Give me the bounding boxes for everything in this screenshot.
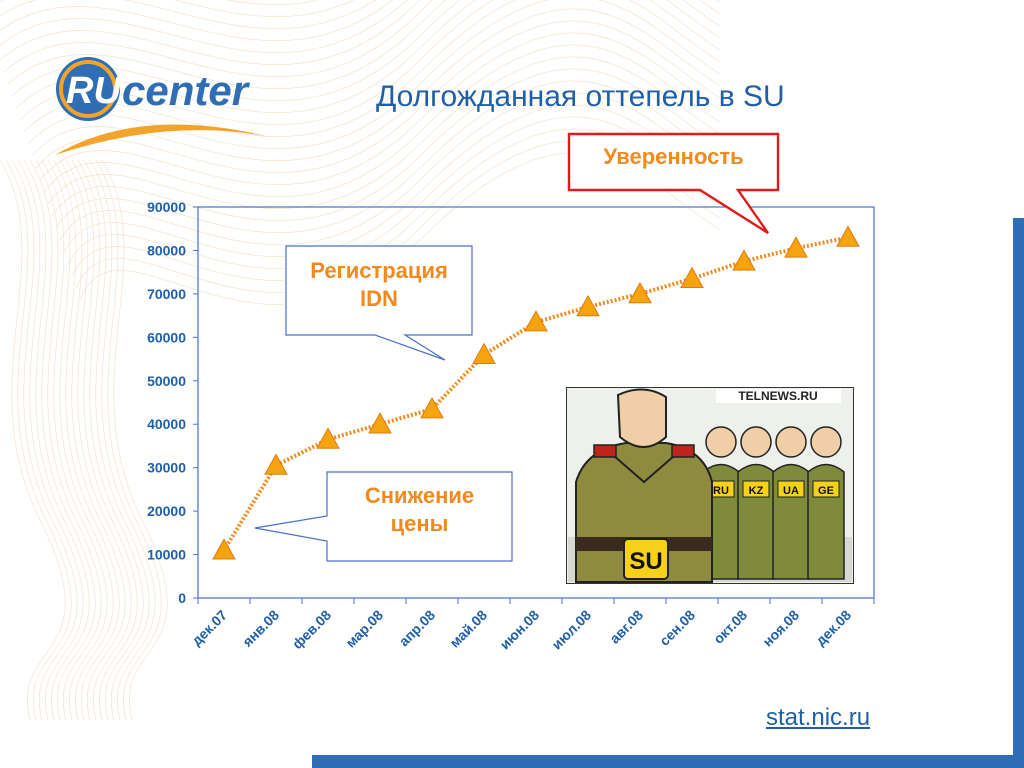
y-tick-label: 70000 [147, 286, 186, 302]
x-tick-label: окт.08 [710, 607, 750, 647]
x-tick-label: дек.08 [812, 607, 854, 649]
badge-3: UA [783, 485, 799, 497]
badge-2: KZ [749, 485, 764, 497]
logo-circle [56, 57, 120, 121]
y-axis: 0 10000 20000 30000 40000 50000 60000 70000 8000… [147, 199, 198, 606]
callout-idn-line2: IDN [360, 286, 398, 311]
plot-area-frame [197, 206, 875, 599]
callout-idn [285, 245, 473, 361]
right-accent-bar [1013, 218, 1024, 768]
x-tick-label: янв.08 [239, 607, 282, 650]
cartoon-small-soldiers: RU KZ UA GE [702, 426, 845, 580]
y-tick-label: 20000 [147, 503, 186, 519]
source-link[interactable]: stat.nic.ru [766, 704, 871, 731]
data-point-мар.08 [368, 412, 392, 434]
y-tick-label: 10000 [147, 547, 186, 563]
data-point-дек.08 [836, 225, 860, 247]
ru-center-logo: RU center [50, 55, 280, 160]
callout-idn-text: Регистрация IDN [286, 257, 472, 313]
callout-price-line2: цены [390, 511, 449, 536]
data-point-янв.08 [264, 453, 288, 475]
callout-confidence-text: Уверенность [603, 144, 744, 169]
callout-price-text: Снижение цены [327, 482, 512, 538]
x-tick-label: май.08 [446, 607, 490, 651]
data-point-май.08 [472, 342, 496, 365]
y-tick-label: 80000 [147, 242, 186, 258]
badge-1: RU [713, 485, 729, 497]
cartoon-main-soldier: SU [575, 388, 713, 583]
y-tick-label: 60000 [147, 329, 186, 345]
callout-confidence [567, 132, 780, 235]
x-tick-label: фев.08 [289, 607, 334, 652]
x-axis: дек.07 янв.08 фев.08 мар.08 апр.08 май.08 июн.… [188, 598, 875, 653]
data-point-июн.08 [524, 310, 548, 332]
x-tick-label: сен.08 [656, 607, 698, 649]
bottom-accent-bar [312, 755, 1024, 768]
telnews-cartoon: TELNEWS.RU RU KZ UA GE SU [566, 387, 854, 584]
logo-center-text: center [122, 67, 251, 114]
data-point-авг.08 [628, 281, 652, 304]
x-tick-label: дек.07 [188, 607, 230, 649]
data-point-сен.08 [680, 266, 704, 288]
x-tick-label: авг.08 [606, 607, 646, 647]
data-point-дек.07 [212, 538, 236, 560]
y-tick-label: 0 [178, 590, 186, 606]
callout-idn-line1: Регистрация [310, 258, 448, 283]
data-point-фев.08 [316, 427, 340, 449]
data-point-ноя.08 [784, 236, 808, 258]
x-tick-label: ноя.08 [759, 607, 802, 650]
callout-price-line1: Снижение [364, 483, 475, 508]
logo-swoosh [55, 124, 270, 155]
slide-title: Долгожданная оттепель в SU [376, 80, 785, 113]
callout-price [254, 471, 513, 562]
data-point-июл.08 [576, 294, 600, 317]
y-tick-label: 50000 [147, 373, 186, 389]
badge-su: SU [629, 548, 662, 575]
x-tick-label: июл.08 [548, 607, 594, 653]
x-tick-label: июн.08 [497, 607, 543, 653]
x-tick-label: мар.08 [342, 607, 386, 651]
y-tick-label: 30000 [147, 460, 186, 476]
x-tick-label: апр.08 [396, 607, 439, 650]
y-tick-label: 90000 [147, 199, 186, 215]
cartoon-header: TELNEWS.RU [738, 389, 817, 403]
series-markers [212, 225, 860, 560]
logo-ru-text: RU [66, 70, 122, 112]
badge-4: GE [818, 485, 834, 497]
y-tick-label: 40000 [147, 416, 186, 432]
data-point-окт.08 [732, 249, 756, 271]
data-point-апр.08 [420, 396, 444, 419]
